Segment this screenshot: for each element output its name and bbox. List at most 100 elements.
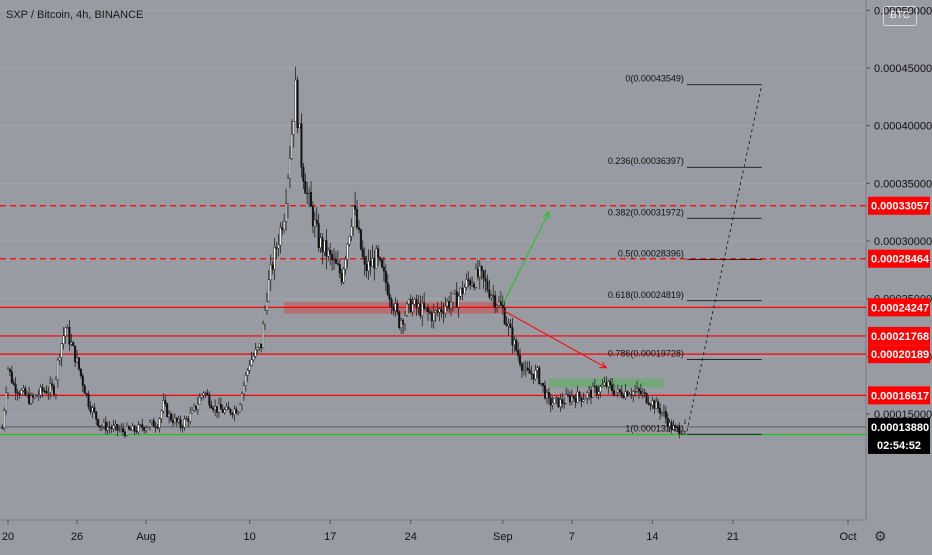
candle-body [338, 264, 341, 274]
candle-body [269, 264, 272, 280]
candle-body [194, 405, 197, 410]
trend-arrow [502, 309, 607, 369]
candle-body [545, 392, 548, 399]
candle-body [125, 426, 128, 436]
candle-body [127, 426, 130, 430]
candle-body [89, 406, 92, 412]
candle-body [476, 268, 479, 278]
candle-body [398, 311, 401, 328]
candle-body [680, 433, 683, 435]
candle-body [350, 226, 353, 237]
candle-body [392, 307, 395, 312]
candle-body [467, 279, 470, 281]
x-tick-label: 24 [405, 531, 417, 543]
gear-icon[interactable]: ⚙ [874, 528, 887, 544]
x-tick-label: 20 [2, 531, 14, 543]
candle-body [93, 407, 96, 412]
candle-body [252, 356, 255, 360]
candle-body [584, 397, 587, 400]
candle-body [384, 270, 387, 284]
candle-body [170, 413, 173, 421]
candle-body [267, 279, 270, 302]
candle-body [244, 375, 247, 386]
x-tick-label: Sep [493, 531, 513, 543]
candle-body [659, 408, 662, 414]
candle-body [97, 419, 100, 427]
candle-body [225, 406, 228, 410]
candle-body [532, 373, 535, 380]
candle-body [191, 410, 194, 414]
candle-body [31, 395, 34, 398]
candle-body [66, 327, 69, 329]
candle-body [12, 382, 15, 385]
candle-body [288, 158, 291, 179]
currency-button[interactable]: BTC [883, 6, 917, 26]
candle-body [137, 424, 140, 433]
candle-body [611, 384, 614, 391]
level-price-tag: 0.00028464 [871, 254, 930, 266]
candle-body [551, 403, 554, 406]
candle-body [49, 383, 52, 393]
candle-body [35, 395, 38, 397]
candle-body [459, 288, 462, 297]
candle-body [315, 219, 318, 224]
candle-body [265, 301, 268, 311]
candle-body [294, 79, 297, 122]
candle-body [371, 257, 374, 267]
candle-body [313, 219, 316, 227]
candle-body [323, 240, 326, 253]
candle-body [160, 410, 163, 419]
candle-body [513, 339, 516, 346]
candle-body [438, 308, 441, 313]
candle-body [164, 400, 167, 405]
candle-body [503, 307, 506, 324]
candle-body [302, 167, 305, 182]
candle-body [216, 406, 219, 413]
candle-body [450, 301, 453, 309]
candle-body [139, 424, 142, 426]
candle-body [141, 424, 144, 429]
candle-body [622, 396, 625, 398]
candle-body [158, 418, 161, 429]
arrow-head [542, 211, 550, 220]
candle-body [509, 323, 512, 328]
candle-body [77, 357, 80, 370]
candle-body [166, 403, 169, 417]
level-price-tag-bg [868, 386, 930, 405]
fib-label: 0(0.00043549) [625, 74, 684, 84]
candle-body [419, 303, 422, 317]
candle-body [411, 303, 414, 312]
candle-body [557, 397, 560, 408]
candle-body [292, 121, 295, 135]
candle-body [95, 411, 98, 420]
candle-body [634, 390, 637, 393]
candle-body [310, 191, 313, 207]
candle-body [469, 280, 472, 286]
candle-body [177, 419, 180, 422]
candle-body [62, 335, 65, 344]
x-tick-label: 14 [646, 531, 658, 543]
candle-body [522, 368, 525, 371]
candle-body [565, 394, 568, 404]
candle-body [626, 391, 629, 397]
candle-body [515, 339, 518, 351]
candle-body [409, 299, 412, 312]
candle-body [361, 248, 364, 257]
candle-body [58, 357, 61, 361]
candle-body [453, 291, 456, 294]
candle-body [591, 386, 594, 398]
candle-body [559, 399, 562, 408]
candle-body [20, 390, 23, 395]
candle-body [620, 391, 623, 397]
candle-body [630, 394, 633, 396]
candle-body [683, 423, 686, 432]
chart-title: SXP / Bitcoin, 4h, BINANCE [6, 9, 144, 21]
candle-body [227, 406, 230, 410]
candle-body [133, 425, 136, 432]
candle-body [43, 390, 46, 392]
level-price-tag: 0.00024247 [871, 302, 929, 314]
fib-label: 0.786(0.00019728) [608, 348, 684, 358]
y-tick-label: 0.00030000 [874, 236, 932, 248]
candle-body [379, 257, 382, 261]
